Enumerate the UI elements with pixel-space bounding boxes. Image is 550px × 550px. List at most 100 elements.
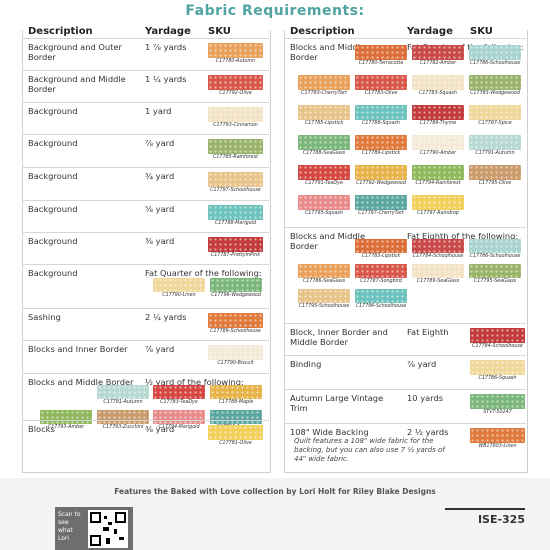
sku-label: C17792-Olive: [219, 91, 252, 96]
row-divider: [285, 38, 526, 39]
fabric-swatch: [412, 239, 464, 253]
fabric-swatch: [470, 328, 525, 343]
sku-label: C17795-Olive: [478, 181, 512, 186]
sku-label: C17794-Marigold: [158, 425, 200, 430]
sku-label: C17796-Schoolhouse: [355, 304, 407, 309]
row-divider: [23, 264, 269, 265]
fabric-swatch: [355, 289, 407, 303]
fabric-swatch: [298, 75, 350, 90]
yardage: 1 ⅞ yards: [145, 42, 187, 52]
yardage: 2 ½ yards: [407, 427, 449, 437]
description: Background: [28, 138, 78, 148]
fabric-swatch: [153, 385, 205, 399]
sku-label: C17786-Schoolhouse: [469, 61, 521, 66]
left-table-frame: [22, 30, 271, 473]
sku-label: C17786-Squash: [478, 376, 517, 381]
fabric-swatch: [208, 425, 263, 440]
sku-label: C17792-Wedgewood: [356, 181, 406, 186]
description: Blocks and Middle Border: [28, 377, 134, 387]
fabric-swatch: [470, 428, 525, 443]
sku-label: C17788-Marigold: [214, 221, 257, 226]
fabric-swatch: [355, 45, 407, 60]
fabric-swatch: [97, 385, 149, 399]
sku-label: C17783-Squash: [419, 91, 457, 96]
fabric-swatch: [355, 105, 407, 120]
fabric-swatch: [412, 195, 464, 210]
description: Background: [28, 171, 78, 181]
description: Blocks: [28, 424, 55, 434]
sku-label: C17787-PrettyInPink: [210, 253, 261, 258]
row-divider: [23, 308, 269, 309]
row-divider: [23, 134, 269, 135]
column-header: Description: [28, 26, 93, 37]
fabric-swatch: [469, 165, 521, 180]
yardage: Fat Quarter of the following:: [145, 268, 262, 278]
description: Background and Middle Border: [28, 74, 126, 94]
yardage: ⅞ yard: [145, 138, 175, 148]
row-divider: [23, 373, 269, 374]
description: Background: [28, 268, 78, 278]
fabric-swatch: [208, 237, 263, 252]
description: Background: [28, 204, 78, 214]
description: Blocks and Middle Border: [290, 42, 366, 62]
sku-label: C17797-CherryTart: [358, 211, 404, 216]
sku-label: C17786-Schoolhouse: [469, 254, 521, 259]
fabric-swatch: [412, 135, 464, 150]
fabric-swatch: [412, 105, 464, 120]
yardage: ⅜ yard: [145, 424, 175, 434]
sku-label: C17780-Autumn: [215, 59, 256, 64]
fabric-swatch: [470, 394, 525, 409]
row-divider: [23, 167, 269, 168]
description: Autumn Large Vintage Trim: [290, 393, 384, 413]
sku-label: C17788-Maple: [218, 400, 254, 405]
row-divider: [285, 227, 526, 228]
sku-label: C17793-Amber: [47, 425, 85, 430]
description: Background: [28, 236, 78, 246]
sku-label: C17791-Autumn: [475, 151, 515, 156]
qr-text: Scan to see what Lori: [58, 511, 81, 542]
yardage: ½ yard of the following:: [145, 377, 244, 387]
fabric-swatch: [208, 139, 263, 154]
yardage: 1 ¼ yards: [145, 74, 187, 84]
sku-label: C17781-Olive: [219, 441, 252, 446]
fabric-swatch: [208, 172, 263, 187]
sku-label: C17790-Biscuit: [217, 361, 254, 366]
sku-label: C17793-Zucchini: [102, 425, 144, 430]
sku-label: C17789-Schoolhouse: [210, 329, 261, 334]
fabric-swatch: [208, 75, 263, 90]
fabric-swatch: [298, 165, 350, 180]
row-divider: [285, 389, 526, 390]
fabric-swatch: [469, 45, 521, 60]
fabric-swatch: [298, 195, 350, 210]
sku-label: C17783-CherryTart: [301, 91, 347, 96]
fabric-swatch: [97, 410, 149, 424]
fabric-swatch: [208, 43, 263, 58]
yardage: ¾ yard: [145, 171, 175, 181]
row-divider: [23, 420, 269, 421]
description: Blocks and Middle Border: [290, 231, 366, 251]
fabric-swatch: [469, 105, 521, 120]
row-divider: [285, 423, 526, 424]
fabric-swatch: [153, 410, 205, 424]
fabric-swatch: [298, 264, 350, 278]
yardage: 10 yards: [407, 393, 444, 403]
fabric-swatch: [412, 264, 464, 278]
sku-label: C17789-SeaGlass: [416, 279, 460, 284]
sku-label: C17789-Lipstick: [361, 151, 401, 156]
fabric-swatch: [298, 105, 350, 120]
column-header: SKU: [208, 26, 231, 37]
fabric-swatch: [412, 165, 464, 180]
row-divider: [285, 323, 526, 324]
sku-label: C17785-Lipstick: [304, 121, 344, 126]
yardage: ⅜ yard: [145, 236, 175, 246]
fabric-swatch: [469, 135, 521, 150]
fabric-swatch: [210, 278, 262, 292]
sku-label: C17786-Thyme: [419, 121, 457, 126]
fabric-swatch: [208, 313, 263, 328]
description: Sashing: [28, 312, 61, 322]
column-header: Yardage: [145, 26, 191, 37]
yardage: ⅞ yard: [407, 359, 437, 369]
sku-label: C17784-Schoolhouse: [472, 344, 523, 349]
note: Quilt features a 108" wide fabric for th…: [294, 437, 445, 463]
